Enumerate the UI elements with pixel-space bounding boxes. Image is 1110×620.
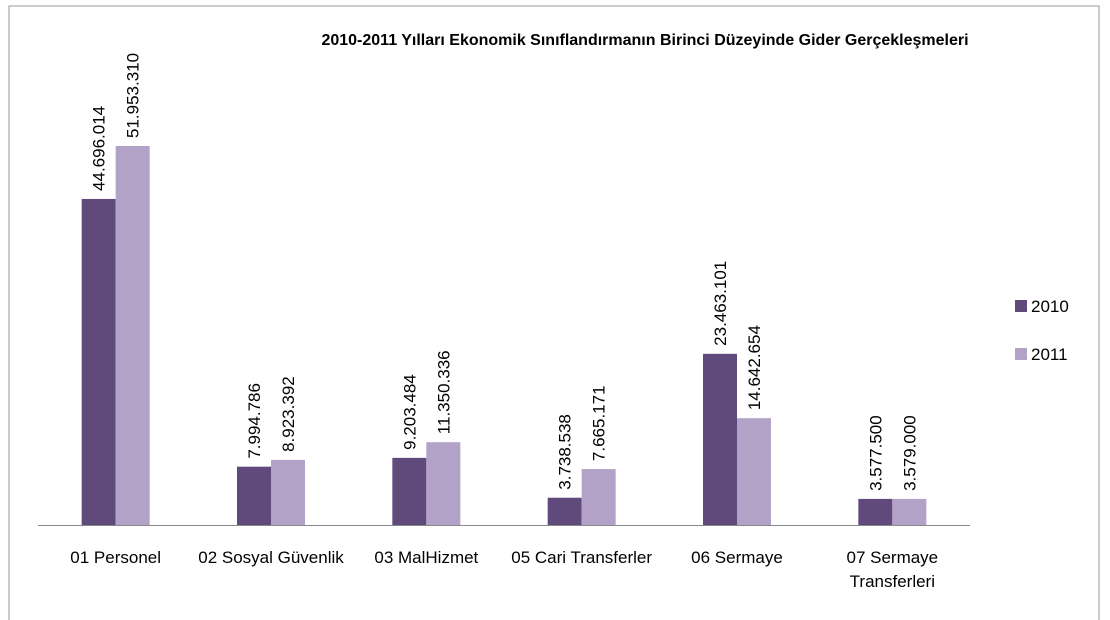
bar [81,198,116,525]
data-label: 11.350.336 [434,350,453,434]
x-tick-label: 07 Sermaye Transferleri [846,548,939,591]
legend-label: 2010 [1031,297,1069,316]
bar [703,353,737,525]
x-tick-label: 05 Cari Transferler [511,548,653,567]
data-label: 3.577.500 [866,415,885,491]
bar [547,497,582,525]
chart-border [8,5,1100,620]
bar [858,498,893,525]
legend-swatch [1015,348,1027,360]
data-label: 7.994.786 [245,383,264,459]
data-label: 44.696.014 [90,106,109,191]
data-label: 8.923.392 [279,376,298,452]
bar [237,466,271,525]
x-tick-label: 02 Sosyal Güvenlik [198,548,344,567]
data-label: 23.463.101 [711,261,730,346]
data-label: 51.953.310 [124,53,143,138]
bar [271,459,305,525]
x-tick-label: 06 Sermaye [691,548,783,567]
chart-title: 2010-2011 Yılları Ekonomik Sınıflandırma… [321,32,968,49]
data-label: 3.579.000 [900,415,919,491]
x-tick-label: 03 MalHizmet [374,548,479,567]
data-label: 7.665.171 [590,385,609,461]
bar [392,457,427,525]
bar [581,469,616,525]
bar [426,442,461,525]
data-label: 9.203.484 [400,374,419,450]
data-label: 3.738.538 [556,414,575,490]
legend-label: 2011 [1031,345,1068,364]
bar [737,418,771,525]
x-tick-label: 01 Personel [70,548,162,567]
bar [115,146,150,525]
bar [892,498,927,525]
data-label: 14.642.654 [745,325,764,410]
legend-swatch [1015,300,1027,312]
